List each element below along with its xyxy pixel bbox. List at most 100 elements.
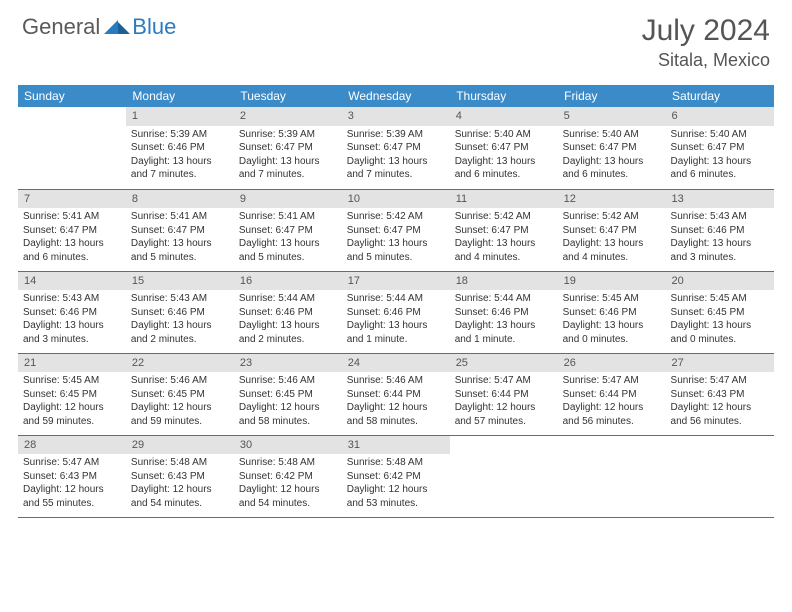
daylight-line: Daylight: 13 hours and 7 minutes.	[131, 155, 229, 182]
sunrise-line: Sunrise: 5:46 AM	[347, 374, 445, 388]
weekday-header: Thursday	[450, 85, 558, 107]
calendar-cell: 15Sunrise: 5:43 AMSunset: 6:46 PMDayligh…	[126, 271, 234, 353]
sunset-line: Sunset: 6:46 PM	[131, 306, 229, 320]
calendar-cell: 20Sunrise: 5:45 AMSunset: 6:45 PMDayligh…	[666, 271, 774, 353]
logo-triangle-icon	[104, 16, 130, 39]
day-content: Sunrise: 5:47 AMSunset: 6:44 PMDaylight:…	[558, 372, 666, 432]
calendar-cell: 21Sunrise: 5:45 AMSunset: 6:45 PMDayligh…	[18, 353, 126, 435]
sunset-line: Sunset: 6:45 PM	[239, 388, 337, 402]
sunrise-line: Sunrise: 5:41 AM	[131, 210, 229, 224]
sunset-line: Sunset: 6:45 PM	[671, 306, 769, 320]
sunrise-line: Sunrise: 5:39 AM	[239, 128, 337, 142]
sunset-line: Sunset: 6:46 PM	[455, 306, 553, 320]
daylight-line: Daylight: 13 hours and 5 minutes.	[131, 237, 229, 264]
sunset-line: Sunset: 6:45 PM	[23, 388, 121, 402]
calendar-cell: 19Sunrise: 5:45 AMSunset: 6:46 PMDayligh…	[558, 271, 666, 353]
daylight-line: Daylight: 13 hours and 2 minutes.	[131, 319, 229, 346]
sunrise-line: Sunrise: 5:45 AM	[563, 292, 661, 306]
day-number: 8	[126, 190, 234, 209]
sunrise-line: Sunrise: 5:43 AM	[23, 292, 121, 306]
sunset-line: Sunset: 6:46 PM	[131, 141, 229, 155]
sunset-line: Sunset: 6:47 PM	[563, 224, 661, 238]
day-number: 12	[558, 190, 666, 209]
weekday-header: Sunday	[18, 85, 126, 107]
sunset-line: Sunset: 6:44 PM	[455, 388, 553, 402]
day-number: 18	[450, 272, 558, 291]
daylight-line: Daylight: 12 hours and 56 minutes.	[563, 401, 661, 428]
sunrise-line: Sunrise: 5:44 AM	[239, 292, 337, 306]
calendar-cell: 9Sunrise: 5:41 AMSunset: 6:47 PMDaylight…	[234, 189, 342, 271]
day-number: 29	[126, 436, 234, 455]
day-number: 13	[666, 190, 774, 209]
sunset-line: Sunset: 6:46 PM	[671, 224, 769, 238]
day-content: Sunrise: 5:48 AMSunset: 6:42 PMDaylight:…	[342, 454, 450, 514]
sunrise-line: Sunrise: 5:48 AM	[131, 456, 229, 470]
day-content: Sunrise: 5:48 AMSunset: 6:42 PMDaylight:…	[234, 454, 342, 514]
day-number-empty	[666, 436, 774, 455]
sunset-line: Sunset: 6:46 PM	[23, 306, 121, 320]
sunrise-line: Sunrise: 5:48 AM	[239, 456, 337, 470]
calendar-body: 1Sunrise: 5:39 AMSunset: 6:46 PMDaylight…	[18, 107, 774, 517]
day-content: Sunrise: 5:39 AMSunset: 6:46 PMDaylight:…	[126, 126, 234, 186]
calendar-cell: 12Sunrise: 5:42 AMSunset: 6:47 PMDayligh…	[558, 189, 666, 271]
calendar-row: 1Sunrise: 5:39 AMSunset: 6:46 PMDaylight…	[18, 107, 774, 189]
sunrise-line: Sunrise: 5:44 AM	[347, 292, 445, 306]
sunset-line: Sunset: 6:47 PM	[347, 224, 445, 238]
sunrise-line: Sunrise: 5:42 AM	[563, 210, 661, 224]
day-number: 3	[342, 107, 450, 126]
calendar-cell: 7Sunrise: 5:41 AMSunset: 6:47 PMDaylight…	[18, 189, 126, 271]
month-title: July 2024	[642, 14, 770, 48]
sunrise-line: Sunrise: 5:44 AM	[455, 292, 553, 306]
calendar-cell: 25Sunrise: 5:47 AMSunset: 6:44 PMDayligh…	[450, 353, 558, 435]
sunrise-line: Sunrise: 5:45 AM	[23, 374, 121, 388]
day-number: 4	[450, 107, 558, 126]
sunset-line: Sunset: 6:45 PM	[131, 388, 229, 402]
calendar-cell: 5Sunrise: 5:40 AMSunset: 6:47 PMDaylight…	[558, 107, 666, 189]
sunrise-line: Sunrise: 5:39 AM	[131, 128, 229, 142]
location: Sitala, Mexico	[642, 50, 770, 71]
day-content: Sunrise: 5:44 AMSunset: 6:46 PMDaylight:…	[234, 290, 342, 350]
sunset-line: Sunset: 6:43 PM	[671, 388, 769, 402]
calendar-cell: 3Sunrise: 5:39 AMSunset: 6:47 PMDaylight…	[342, 107, 450, 189]
day-number: 31	[342, 436, 450, 455]
day-content: Sunrise: 5:40 AMSunset: 6:47 PMDaylight:…	[450, 126, 558, 186]
calendar-cell: 28Sunrise: 5:47 AMSunset: 6:43 PMDayligh…	[18, 435, 126, 517]
sunset-line: Sunset: 6:47 PM	[23, 224, 121, 238]
sunrise-line: Sunrise: 5:45 AM	[671, 292, 769, 306]
day-content: Sunrise: 5:41 AMSunset: 6:47 PMDaylight:…	[126, 208, 234, 268]
daylight-line: Daylight: 12 hours and 56 minutes.	[671, 401, 769, 428]
daylight-line: Daylight: 12 hours and 58 minutes.	[347, 401, 445, 428]
sunrise-line: Sunrise: 5:46 AM	[131, 374, 229, 388]
day-number: 22	[126, 354, 234, 373]
sunrise-line: Sunrise: 5:41 AM	[23, 210, 121, 224]
logo-text-blue: Blue	[132, 14, 176, 40]
day-number: 7	[18, 190, 126, 209]
calendar-cell: 30Sunrise: 5:48 AMSunset: 6:42 PMDayligh…	[234, 435, 342, 517]
daylight-line: Daylight: 12 hours and 59 minutes.	[131, 401, 229, 428]
sunset-line: Sunset: 6:47 PM	[671, 141, 769, 155]
sunset-line: Sunset: 6:43 PM	[131, 470, 229, 484]
daylight-line: Daylight: 12 hours and 58 minutes.	[239, 401, 337, 428]
day-content: Sunrise: 5:44 AMSunset: 6:46 PMDaylight:…	[450, 290, 558, 350]
day-number: 27	[666, 354, 774, 373]
weekday-header-row: Sunday Monday Tuesday Wednesday Thursday…	[18, 85, 774, 107]
day-content: Sunrise: 5:46 AMSunset: 6:45 PMDaylight:…	[126, 372, 234, 432]
daylight-line: Daylight: 13 hours and 3 minutes.	[23, 319, 121, 346]
calendar-cell: 17Sunrise: 5:44 AMSunset: 6:46 PMDayligh…	[342, 271, 450, 353]
header: General Blue July 2024 Sitala, Mexico	[0, 0, 792, 77]
calendar-cell: 31Sunrise: 5:48 AMSunset: 6:42 PMDayligh…	[342, 435, 450, 517]
sunrise-line: Sunrise: 5:41 AM	[239, 210, 337, 224]
day-number: 26	[558, 354, 666, 373]
sunrise-line: Sunrise: 5:40 AM	[455, 128, 553, 142]
day-number: 1	[126, 107, 234, 126]
sunset-line: Sunset: 6:44 PM	[347, 388, 445, 402]
daylight-line: Daylight: 13 hours and 0 minutes.	[563, 319, 661, 346]
day-number: 9	[234, 190, 342, 209]
title-block: July 2024 Sitala, Mexico	[642, 14, 770, 71]
sunrise-line: Sunrise: 5:43 AM	[131, 292, 229, 306]
calendar-row: 14Sunrise: 5:43 AMSunset: 6:46 PMDayligh…	[18, 271, 774, 353]
day-number: 19	[558, 272, 666, 291]
calendar-cell: 26Sunrise: 5:47 AMSunset: 6:44 PMDayligh…	[558, 353, 666, 435]
sunset-line: Sunset: 6:44 PM	[563, 388, 661, 402]
daylight-line: Daylight: 13 hours and 7 minutes.	[347, 155, 445, 182]
